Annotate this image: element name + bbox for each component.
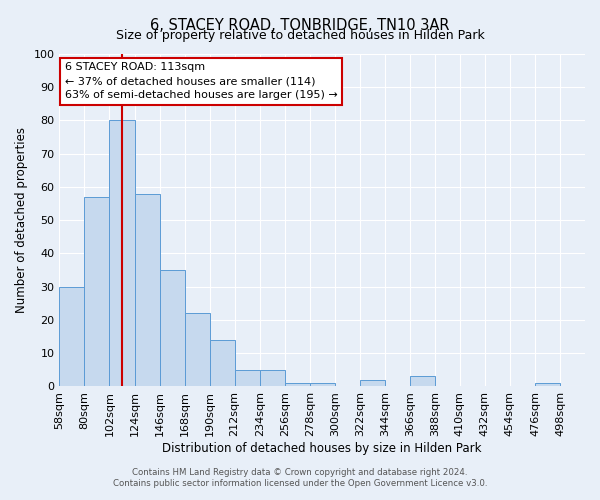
Bar	[360, 380, 385, 386]
Bar	[535, 383, 560, 386]
Bar	[160, 270, 185, 386]
Text: 6, STACEY ROAD, TONBRIDGE, TN10 3AR: 6, STACEY ROAD, TONBRIDGE, TN10 3AR	[150, 18, 450, 32]
Y-axis label: Number of detached properties: Number of detached properties	[15, 127, 28, 313]
Bar	[85, 197, 109, 386]
Bar	[310, 383, 335, 386]
Bar	[134, 194, 160, 386]
Text: Contains HM Land Registry data © Crown copyright and database right 2024.
Contai: Contains HM Land Registry data © Crown c…	[113, 468, 487, 487]
Bar	[209, 340, 235, 386]
Bar	[410, 376, 435, 386]
Text: Size of property relative to detached houses in Hilden Park: Size of property relative to detached ho…	[116, 29, 484, 42]
Text: 6 STACEY ROAD: 113sqm
← 37% of detached houses are smaller (114)
63% of semi-det: 6 STACEY ROAD: 113sqm ← 37% of detached …	[65, 62, 337, 100]
Bar	[284, 383, 310, 386]
Bar	[109, 120, 134, 386]
Bar	[235, 370, 260, 386]
Bar	[185, 314, 209, 386]
Bar	[59, 286, 85, 386]
X-axis label: Distribution of detached houses by size in Hilden Park: Distribution of detached houses by size …	[163, 442, 482, 455]
Bar	[260, 370, 284, 386]
